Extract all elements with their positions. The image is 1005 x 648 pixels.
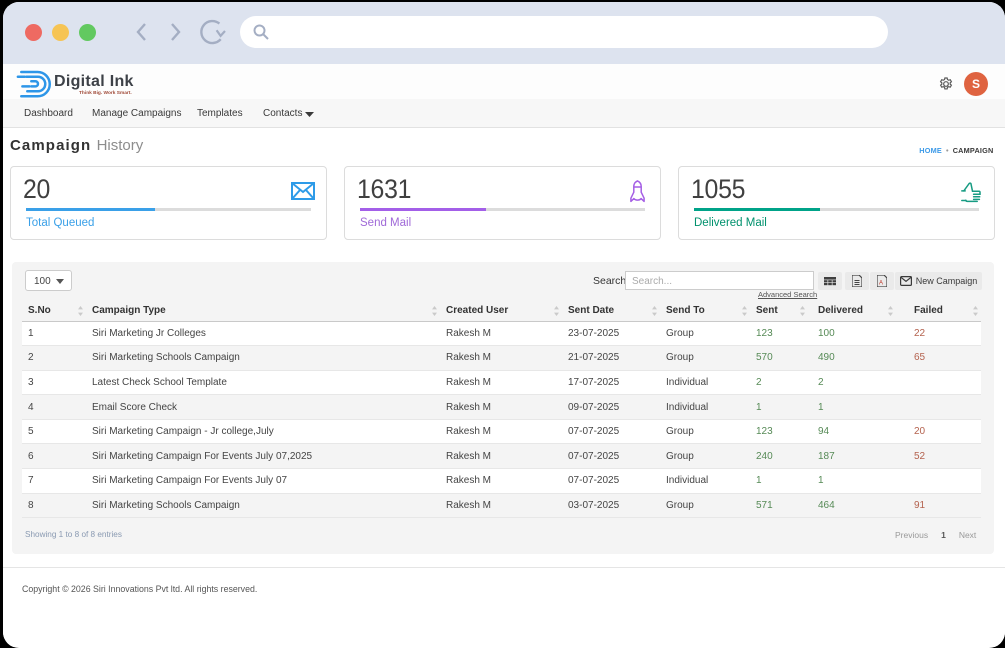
svg-text:A: A bbox=[879, 281, 883, 287]
